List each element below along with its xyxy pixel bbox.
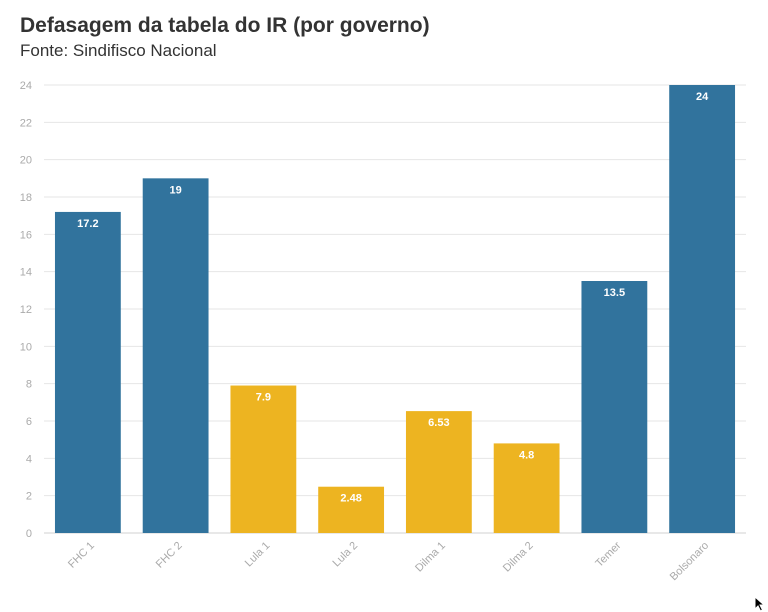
x-tick-label: Dilma 2 bbox=[501, 540, 536, 575]
y-tick-label: 22 bbox=[20, 117, 32, 129]
bar bbox=[230, 385, 297, 533]
y-tick-label: 16 bbox=[20, 229, 32, 241]
chart-title: Defasagem da tabela do IR (por governo) bbox=[20, 14, 430, 37]
y-tick-label: 6 bbox=[26, 416, 32, 428]
bar-value-label: 24 bbox=[696, 91, 709, 103]
y-tick-label: 8 bbox=[26, 379, 32, 391]
y-tick-label: 14 bbox=[20, 267, 32, 279]
bar bbox=[142, 178, 209, 534]
bar bbox=[493, 443, 560, 533]
bar-value-label: 19 bbox=[170, 184, 182, 196]
y-tick-label: 24 bbox=[20, 80, 32, 92]
x-tick-label: Dilma 1 bbox=[413, 540, 448, 575]
x-tick-label: Lula 2 bbox=[331, 540, 361, 570]
bar-value-label: 17.2 bbox=[77, 218, 98, 230]
x-tick-label: Temer bbox=[593, 539, 623, 569]
bar bbox=[669, 85, 736, 533]
bar-value-label: 2.48 bbox=[340, 493, 361, 505]
bar bbox=[581, 281, 648, 533]
y-tick-label: 10 bbox=[20, 341, 32, 353]
y-tick-label: 4 bbox=[26, 453, 32, 465]
bars bbox=[54, 85, 736, 534]
bar bbox=[54, 211, 121, 533]
y-tick-label: 20 bbox=[20, 155, 32, 167]
x-tick-label: FHC 2 bbox=[154, 540, 185, 571]
y-tick-label: 12 bbox=[20, 304, 32, 316]
y-tick-label: 0 bbox=[26, 528, 32, 540]
chart-subtitle: Fonte: Sindifisco Nacional bbox=[20, 41, 217, 60]
value-labels: 17.2 19 7.9 2.48 6.53 4.8 13.5 24 bbox=[77, 91, 709, 505]
x-tick-label: Lula 1 bbox=[243, 540, 273, 570]
x-axis: FHC 1 FHC 2 Lula 1 Lula 2 Dilma 1 Dilma 2 Teme… bbox=[66, 539, 711, 583]
bar bbox=[318, 486, 385, 533]
bar bbox=[405, 411, 472, 533]
x-tick-label: FHC 1 bbox=[66, 540, 97, 571]
bar-value-label: 6.53 bbox=[428, 417, 449, 429]
bar-value-label: 7.9 bbox=[256, 392, 271, 404]
bar-value-label: 4.8 bbox=[519, 449, 534, 461]
y-tick-label: 18 bbox=[20, 192, 32, 204]
y-tick-label: 2 bbox=[26, 491, 32, 503]
bar-value-label: 13.5 bbox=[604, 287, 625, 299]
x-tick-label: Bolsonaro bbox=[668, 540, 712, 584]
